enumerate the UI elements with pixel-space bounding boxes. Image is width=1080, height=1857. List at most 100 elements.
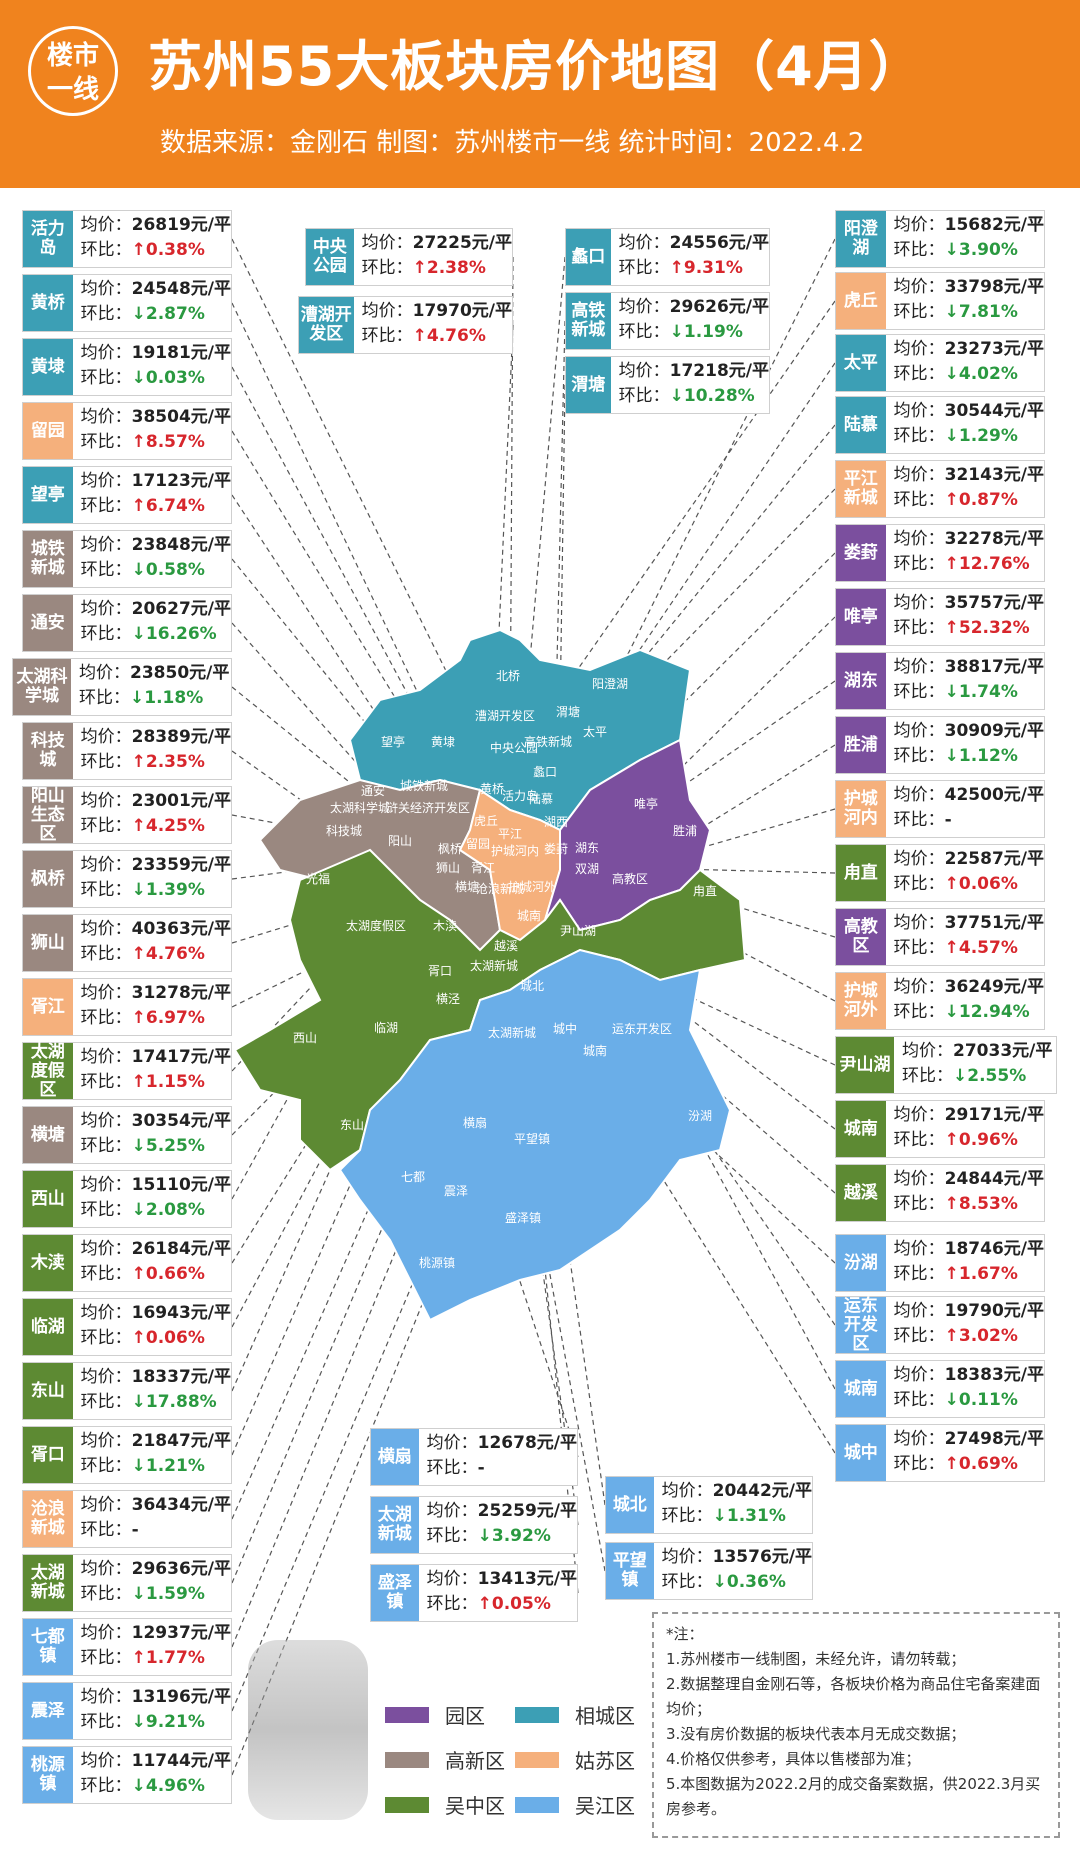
price-label: 均价： bbox=[893, 657, 945, 677]
note-item: 1.苏州楼市一线制图，未经允许，请勿转载； bbox=[666, 1650, 966, 1668]
price-label: 均价： bbox=[80, 1623, 132, 1643]
area-name: 太平 bbox=[836, 335, 886, 391]
change-value: ↓1.59% bbox=[131, 1584, 205, 1604]
map-area-label: 横泾 bbox=[436, 992, 460, 1006]
change-label: 环比： bbox=[80, 304, 132, 324]
area-name: 湖东 bbox=[836, 653, 886, 709]
leader-line bbox=[231, 1179, 426, 1648]
price-label: 均价： bbox=[893, 913, 945, 933]
price-card: 黄埭 均价：19181元/平 环比：↓0.03% bbox=[22, 338, 232, 396]
price-line: 均价：13196元/平 bbox=[81, 1685, 231, 1710]
price-line: 均价：26184元/平 bbox=[81, 1237, 231, 1262]
legend-item: 高新区 bbox=[385, 1745, 505, 1774]
price-value: 28389元/平 bbox=[131, 727, 231, 747]
change-value: - bbox=[131, 1520, 139, 1540]
change-label: 环比： bbox=[80, 368, 132, 388]
change-label: 环比： bbox=[893, 1390, 945, 1410]
legend-item: 吴江区 bbox=[515, 1790, 635, 1819]
change-label: 环比： bbox=[80, 752, 132, 772]
map-area-label: 西山 bbox=[293, 1031, 317, 1045]
price-label: 均价： bbox=[893, 721, 945, 741]
leader-line bbox=[689, 1114, 836, 1326]
change-value: ↑4.76% bbox=[412, 326, 486, 346]
map-area-label: 胥口 bbox=[428, 964, 452, 978]
price-value: 24556元/平 bbox=[669, 233, 769, 253]
change-line: 环比：↓17.88% bbox=[81, 1390, 231, 1415]
note-item: 3.没有房价数据的板块代表本月无成交数据； bbox=[666, 1725, 966, 1743]
change-value: ↑2.35% bbox=[131, 752, 205, 772]
price-card: 娄葑 均价：32278元/平 环比：↑12.76% bbox=[835, 524, 1045, 582]
card-values: 均价：30909元/平 环比：↓1.12% bbox=[886, 717, 1044, 773]
card-values: 均价：15682元/平 环比：↓3.90% bbox=[886, 211, 1044, 267]
price-line: 均价：15110元/平 bbox=[81, 1173, 231, 1198]
price-line: 均价：28389元/平 bbox=[81, 725, 231, 750]
price-label: 均价： bbox=[361, 301, 413, 321]
price-line: 均价：21847元/平 bbox=[81, 1429, 231, 1454]
card-values: 均价：17123元/平 环比：↑6.74% bbox=[73, 467, 231, 523]
change-line: 环比：↑3.02% bbox=[894, 1324, 1044, 1349]
change-label: 环比： bbox=[80, 1328, 132, 1348]
price-line: 均价：23001元/平 bbox=[81, 789, 231, 814]
change-label: 环比： bbox=[893, 1454, 945, 1474]
map-area-label: 娄葑 bbox=[544, 841, 568, 856]
change-line: 环比：↓4.96% bbox=[81, 1774, 231, 1799]
price-label: 均价： bbox=[80, 1047, 132, 1067]
card-values: 均价：23273元/平 环比：↓4.02% bbox=[886, 335, 1044, 391]
change-value: ↓3.90% bbox=[944, 240, 1018, 260]
legend-label: 吴江区 bbox=[575, 1794, 635, 1818]
leader-line bbox=[231, 1124, 351, 1392]
change-value: ↑0.06% bbox=[944, 874, 1018, 894]
area-name: 阳山生态区 bbox=[23, 786, 73, 843]
price-card: 运东开发区 均价：19790元/平 环比：↑3.02% bbox=[835, 1296, 1045, 1354]
price-value: 38817元/平 bbox=[944, 657, 1044, 677]
leader-line bbox=[589, 808, 836, 881]
change-value: ↓0.11% bbox=[944, 1390, 1018, 1410]
area-name: 城南 bbox=[836, 1361, 886, 1417]
price-value: 20627元/平 bbox=[131, 599, 231, 619]
change-value: ↑0.69% bbox=[944, 1454, 1018, 1474]
change-line: 环比：↑1.77% bbox=[81, 1646, 231, 1671]
map-area-label: 陆慕 bbox=[529, 791, 553, 806]
price-value: 37751元/平 bbox=[944, 913, 1044, 933]
change-line: 环比：↑12.76% bbox=[894, 552, 1044, 577]
change-line: 环比：↑2.35% bbox=[81, 750, 231, 775]
area-name: 太湖新城 bbox=[23, 1555, 73, 1611]
change-value: ↓4.02% bbox=[944, 364, 1018, 384]
change-line: 环比：↑4.25% bbox=[81, 814, 231, 839]
price-card: 木渎 均价：26184元/平 环比：↑0.66% bbox=[22, 1234, 232, 1292]
area-name: 黄埭 bbox=[23, 339, 73, 395]
price-line: 均价：30909元/平 bbox=[894, 719, 1044, 744]
price-value: 31278元/平 bbox=[131, 983, 231, 1003]
price-value: 18383元/平 bbox=[944, 1365, 1044, 1385]
map-area-label: 胥江 bbox=[471, 861, 495, 875]
change-value: ↓1.21% bbox=[131, 1456, 205, 1476]
leader-line bbox=[609, 238, 836, 691]
legend-item: 相城区 bbox=[515, 1700, 635, 1729]
change-line: 环比：↓1.39% bbox=[81, 878, 231, 903]
price-label: 均价： bbox=[893, 785, 945, 805]
leader-line bbox=[231, 909, 501, 1520]
price-card: 狮山 均价：40363元/平 环比：↑4.76% bbox=[22, 914, 232, 972]
map-area-label: 七都 bbox=[401, 1170, 425, 1184]
price-line: 均价：29626元/平 bbox=[619, 295, 769, 320]
change-value: ↓1.29% bbox=[944, 426, 1018, 446]
price-line: 均价：33798元/平 bbox=[894, 275, 1044, 300]
change-line: 环比：↑4.76% bbox=[362, 324, 512, 349]
map-area-label: 太湖度假区 bbox=[346, 918, 406, 933]
map-area-label: 光福 bbox=[306, 871, 330, 886]
price-value: 24844元/平 bbox=[944, 1169, 1044, 1189]
change-line: 环比：↓0.36% bbox=[662, 1570, 812, 1595]
price-line: 均价：23848元/平 bbox=[81, 533, 231, 558]
change-line: 环比：↓1.74% bbox=[894, 680, 1044, 705]
change-label: 环比： bbox=[893, 490, 945, 510]
change-label: 环比： bbox=[893, 364, 945, 384]
price-card: 七都镇 均价：12937元/平 环比：↑1.77% bbox=[22, 1618, 232, 1676]
change-value: ↓0.36% bbox=[712, 1572, 786, 1592]
change-label: 环比： bbox=[661, 1506, 713, 1526]
map-area-label: 护城河外 bbox=[508, 880, 556, 894]
change-label: 环比： bbox=[361, 258, 413, 278]
change-label: 环比： bbox=[80, 816, 132, 836]
map-area-label: 湖西 bbox=[544, 814, 568, 829]
card-values: 均价：29626元/平 环比：↓1.19% bbox=[611, 293, 769, 349]
price-card: 胜浦 均价：30909元/平 环比：↓1.12% bbox=[835, 716, 1045, 774]
